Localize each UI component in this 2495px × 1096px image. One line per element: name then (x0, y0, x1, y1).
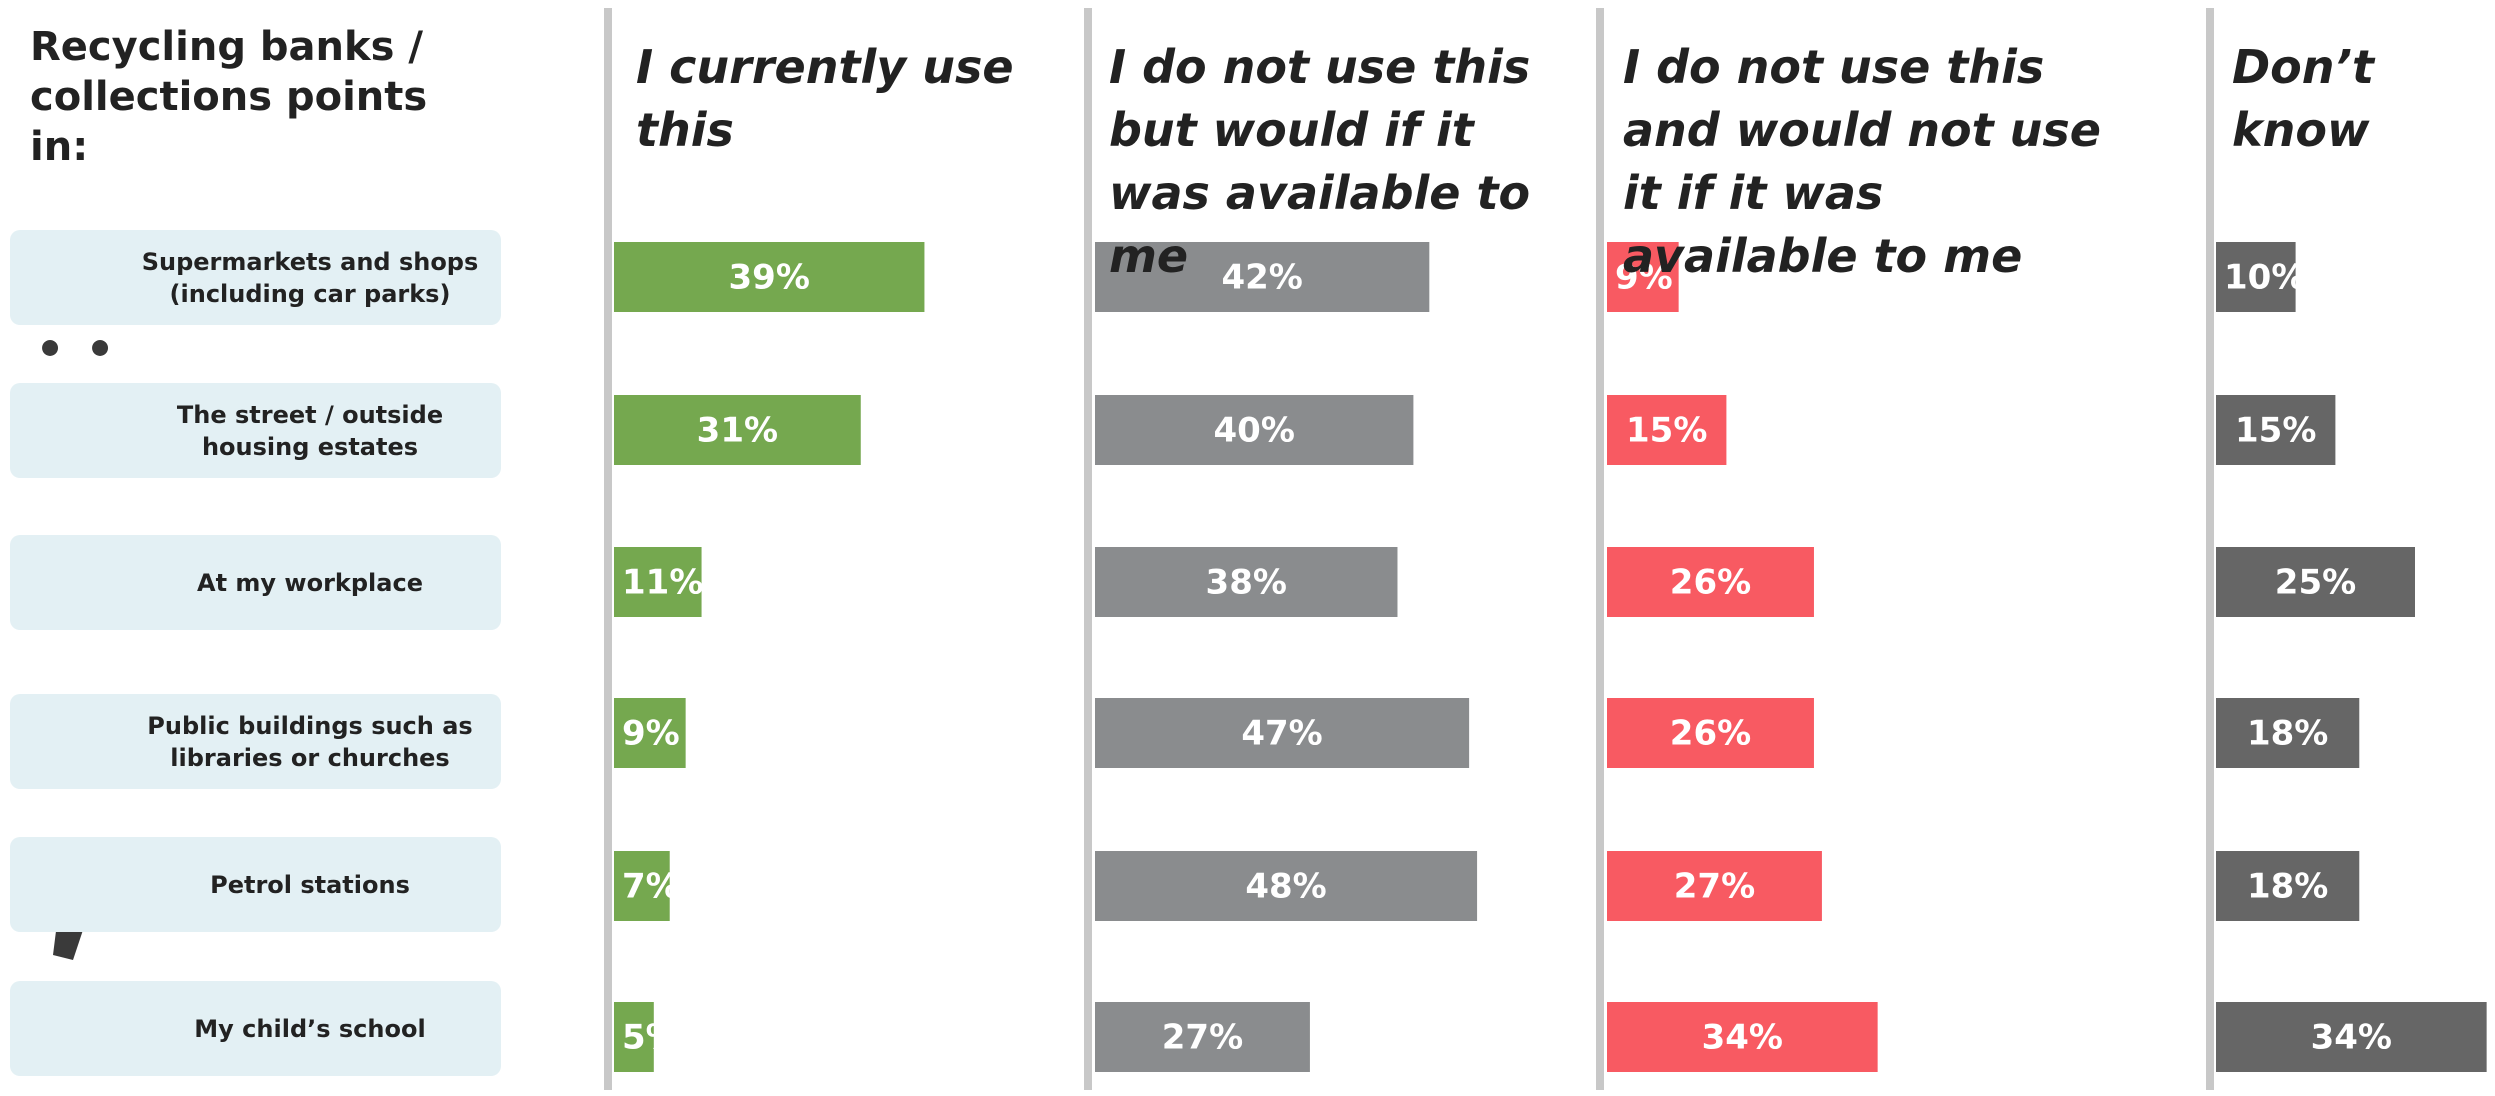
category-label: At my workplace (197, 568, 423, 597)
category-box: The street / outside housing estates (10, 383, 501, 478)
data-label: 9% (622, 714, 680, 754)
bar (614, 1002, 654, 1072)
bar (1095, 242, 1430, 312)
category-box: At my workplace (10, 535, 501, 630)
data-label: 27% (1674, 867, 1755, 907)
bar (2216, 851, 2360, 921)
data-label: 18% (2247, 867, 2328, 907)
bar (1607, 698, 1814, 768)
category-box: Supermarkets and shops (including car pa… (10, 230, 501, 325)
category-label: The street / outside housing estates (176, 400, 444, 461)
bar (1607, 547, 1814, 617)
bar (614, 698, 686, 768)
category-box: My child’s school (10, 981, 501, 1076)
data-label: 7% (622, 867, 680, 907)
data-label: 31% (697, 411, 778, 451)
data-label: 11% (622, 563, 703, 603)
data-label: 42% (1221, 258, 1302, 298)
data-label: 38% (1206, 563, 1287, 603)
bar (614, 242, 925, 312)
bar (614, 547, 702, 617)
data-label: 18% (2247, 714, 2328, 754)
category-label: My child’s school (194, 1014, 426, 1043)
bar (2216, 547, 2415, 617)
data-label: 15% (1626, 411, 1707, 451)
separator (2206, 8, 2214, 1090)
data-label: 39% (729, 258, 810, 298)
data-label: 5% (622, 1018, 680, 1058)
category-label: Public buildings such as libraries or ch… (147, 711, 473, 772)
data-label: 25% (2275, 563, 2356, 603)
bar (2216, 1002, 2487, 1072)
category-box: Petrol stations (10, 837, 501, 932)
data-label: 34% (2311, 1018, 2392, 1058)
chart-title: Recycling banks / collections points in: (30, 24, 428, 170)
data-label: 26% (1670, 714, 1751, 754)
data-label: 10% (2224, 258, 2305, 298)
data-label: 47% (1241, 714, 1322, 754)
bar (1607, 1002, 1878, 1072)
bar (1095, 547, 1398, 617)
bar (614, 395, 861, 465)
bar (1095, 395, 1414, 465)
data-label: 26% (1670, 563, 1751, 603)
bar (1095, 698, 1470, 768)
bar (614, 851, 670, 921)
separator (604, 8, 612, 1090)
data-label: 34% (1702, 1018, 1783, 1058)
legend-label: I do not use this but would if it was av… (1109, 40, 1531, 283)
data-label: 27% (1162, 1018, 1243, 1058)
bar (1095, 1002, 1310, 1072)
category-label: Petrol stations (210, 870, 410, 899)
legend-label: Don’t know (2232, 40, 2374, 157)
bar (1607, 851, 1822, 921)
bar (1607, 242, 1679, 312)
category-label: Supermarkets and shops (including car pa… (141, 247, 479, 308)
data-label: 9% (1615, 258, 1673, 298)
bar (2216, 242, 2296, 312)
data-label: 48% (1245, 867, 1326, 907)
legend-label: I do not use this and would not use it i… (1623, 40, 2101, 283)
category-box: Public buildings such as libraries or ch… (10, 694, 501, 789)
data-label: 15% (2235, 411, 2316, 451)
bar (1095, 851, 1478, 921)
separator (1596, 8, 1604, 1090)
bar (2216, 698, 2360, 768)
legend-label: I currently use this (636, 40, 1014, 157)
data-label: 40% (1214, 411, 1295, 451)
bar (2216, 395, 2336, 465)
separator (1084, 8, 1092, 1090)
bar (1607, 395, 1727, 465)
